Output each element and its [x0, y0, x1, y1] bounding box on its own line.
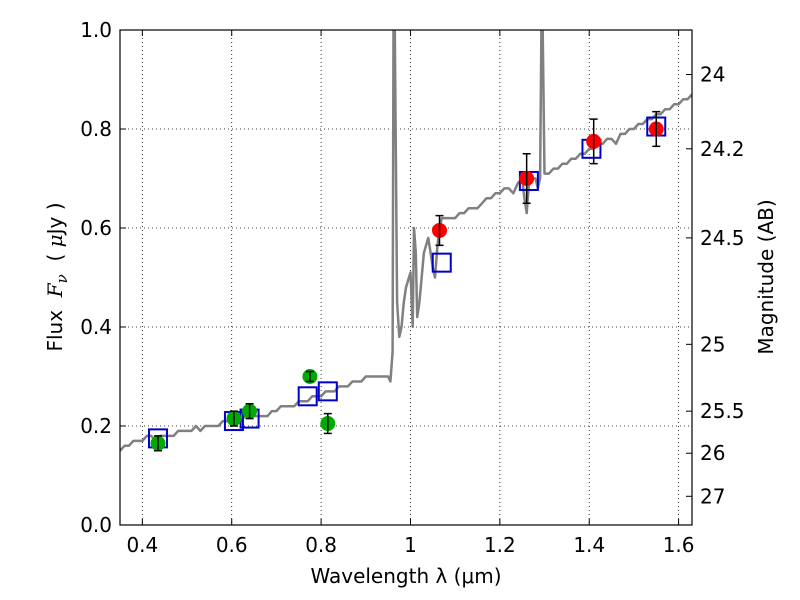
right-tick-label: 27 — [700, 484, 725, 508]
y-axis-label: Flux Fν ( μJy ) — [43, 202, 71, 351]
plot-background — [120, 30, 692, 525]
x-tick-label: 0.8 — [305, 533, 337, 557]
model-photometry-square — [431, 252, 452, 273]
right-tick-label: 25.5 — [700, 399, 745, 423]
right-tick-label: 24 — [700, 63, 725, 87]
right-tick-label: 25 — [700, 332, 725, 356]
y-axis-label-part-6: Jy ) — [43, 202, 67, 236]
x-axis: 0.4 0.6 0.8 1 1.2 1.4 1.6 — [126, 30, 695, 557]
model-photometry-square — [317, 381, 338, 402]
right-axis-label: Magnitude (AB) — [754, 199, 778, 354]
y-axis-label-part-3: ν — [53, 274, 71, 283]
y-tick-label: 0.6 — [80, 216, 112, 240]
x-axis-label: Wavelength λ (μm) — [310, 564, 501, 588]
x-tick-label: 0.6 — [216, 533, 248, 557]
x-tick-label: 1.4 — [573, 533, 605, 557]
y-tick-label: 1.0 — [80, 18, 112, 42]
right-tick-label: 24.2 — [700, 137, 745, 161]
y-tick-label: 0.0 — [80, 513, 112, 537]
y-axis: 0.0 0.2 0.4 0.6 0.8 1.0 — [80, 18, 126, 537]
x-tick-label: 1 — [404, 533, 417, 557]
right-tick-label: 24.5 — [700, 226, 745, 250]
plot-frame — [119, 29, 693, 526]
model-photometry-square — [297, 386, 318, 407]
y-tick-label: 0.8 — [80, 117, 112, 141]
x-tick-label: 1.6 — [663, 533, 695, 557]
series-layer — [120, 30, 692, 452]
y-axis-label-part-1: Flux — [43, 297, 67, 351]
y-axis-label-part-5: μ — [43, 234, 67, 247]
markers-layer — [147, 110, 667, 452]
y-axis-label-part-4: ( — [43, 247, 67, 274]
right-tick-label: 26 — [700, 441, 725, 465]
x-tick-label: 1.2 — [484, 533, 516, 557]
y-axis-label-part-2: F — [43, 282, 67, 298]
x-tick-label: 0.4 — [126, 533, 158, 557]
right-magnitude-axis: 24 24.2 24.5 25 25.5 26 27 — [686, 63, 745, 508]
y-tick-label: 0.2 — [80, 414, 112, 438]
model-spectrum-line — [120, 30, 692, 452]
y-tick-label: 0.4 — [80, 315, 112, 339]
